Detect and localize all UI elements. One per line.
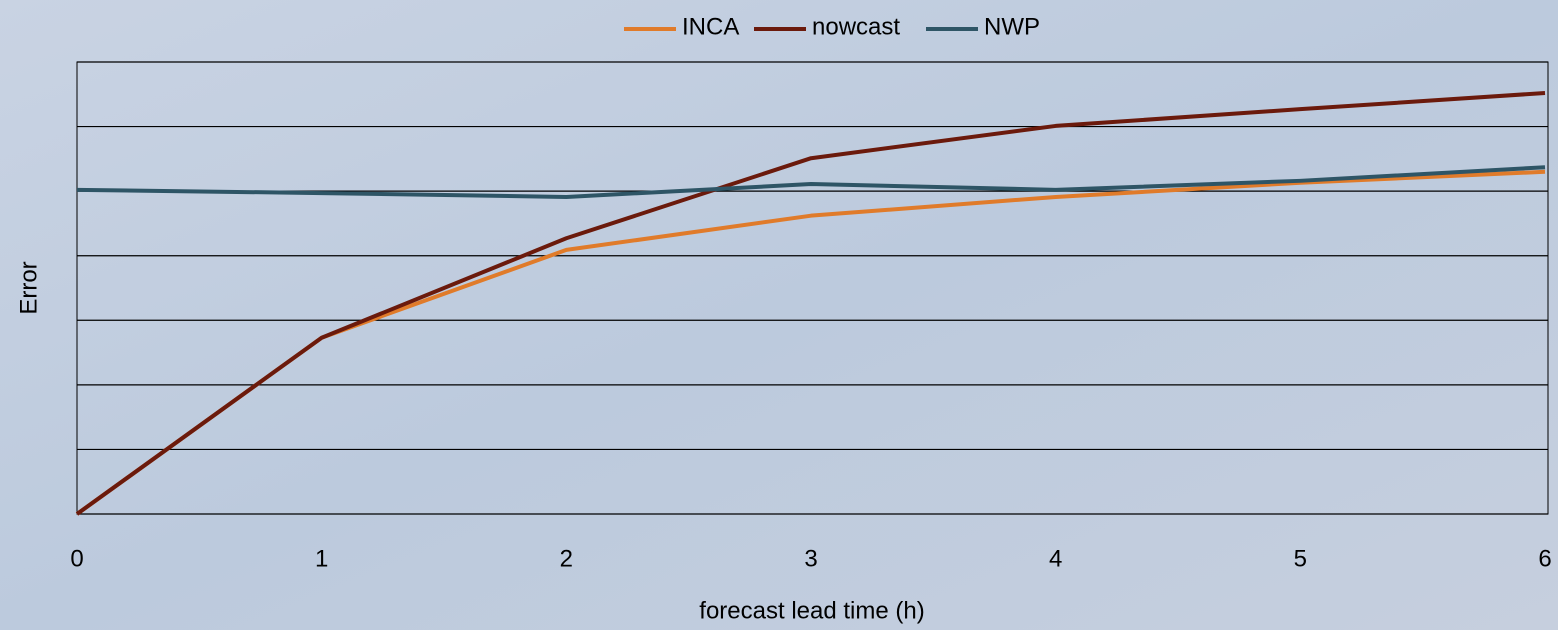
legend-label: INCA: [682, 13, 739, 40]
x-tick-label: 4: [1049, 545, 1062, 572]
y-axis-label: Error: [15, 261, 42, 314]
x-axis-label: forecast lead time (h): [699, 597, 924, 624]
legend-label: NWP: [984, 13, 1040, 40]
page: {"chart_data": {"type": "line", "x_label…: [0, 0, 1558, 630]
x-tick-label: 0: [70, 545, 83, 572]
background: [0, 0, 1558, 630]
x-tick-label: 1: [315, 545, 328, 572]
chart: Error forecast lead time (h) 0 1 2 3 4 5 6 INCA…: [0, 0, 1558, 630]
x-tick-label: 6: [1538, 545, 1551, 572]
x-tick-label: 5: [1294, 545, 1307, 572]
legend-label: nowcast: [812, 13, 900, 40]
x-tick-label: 2: [560, 545, 573, 572]
x-tick-label: 3: [804, 545, 817, 572]
